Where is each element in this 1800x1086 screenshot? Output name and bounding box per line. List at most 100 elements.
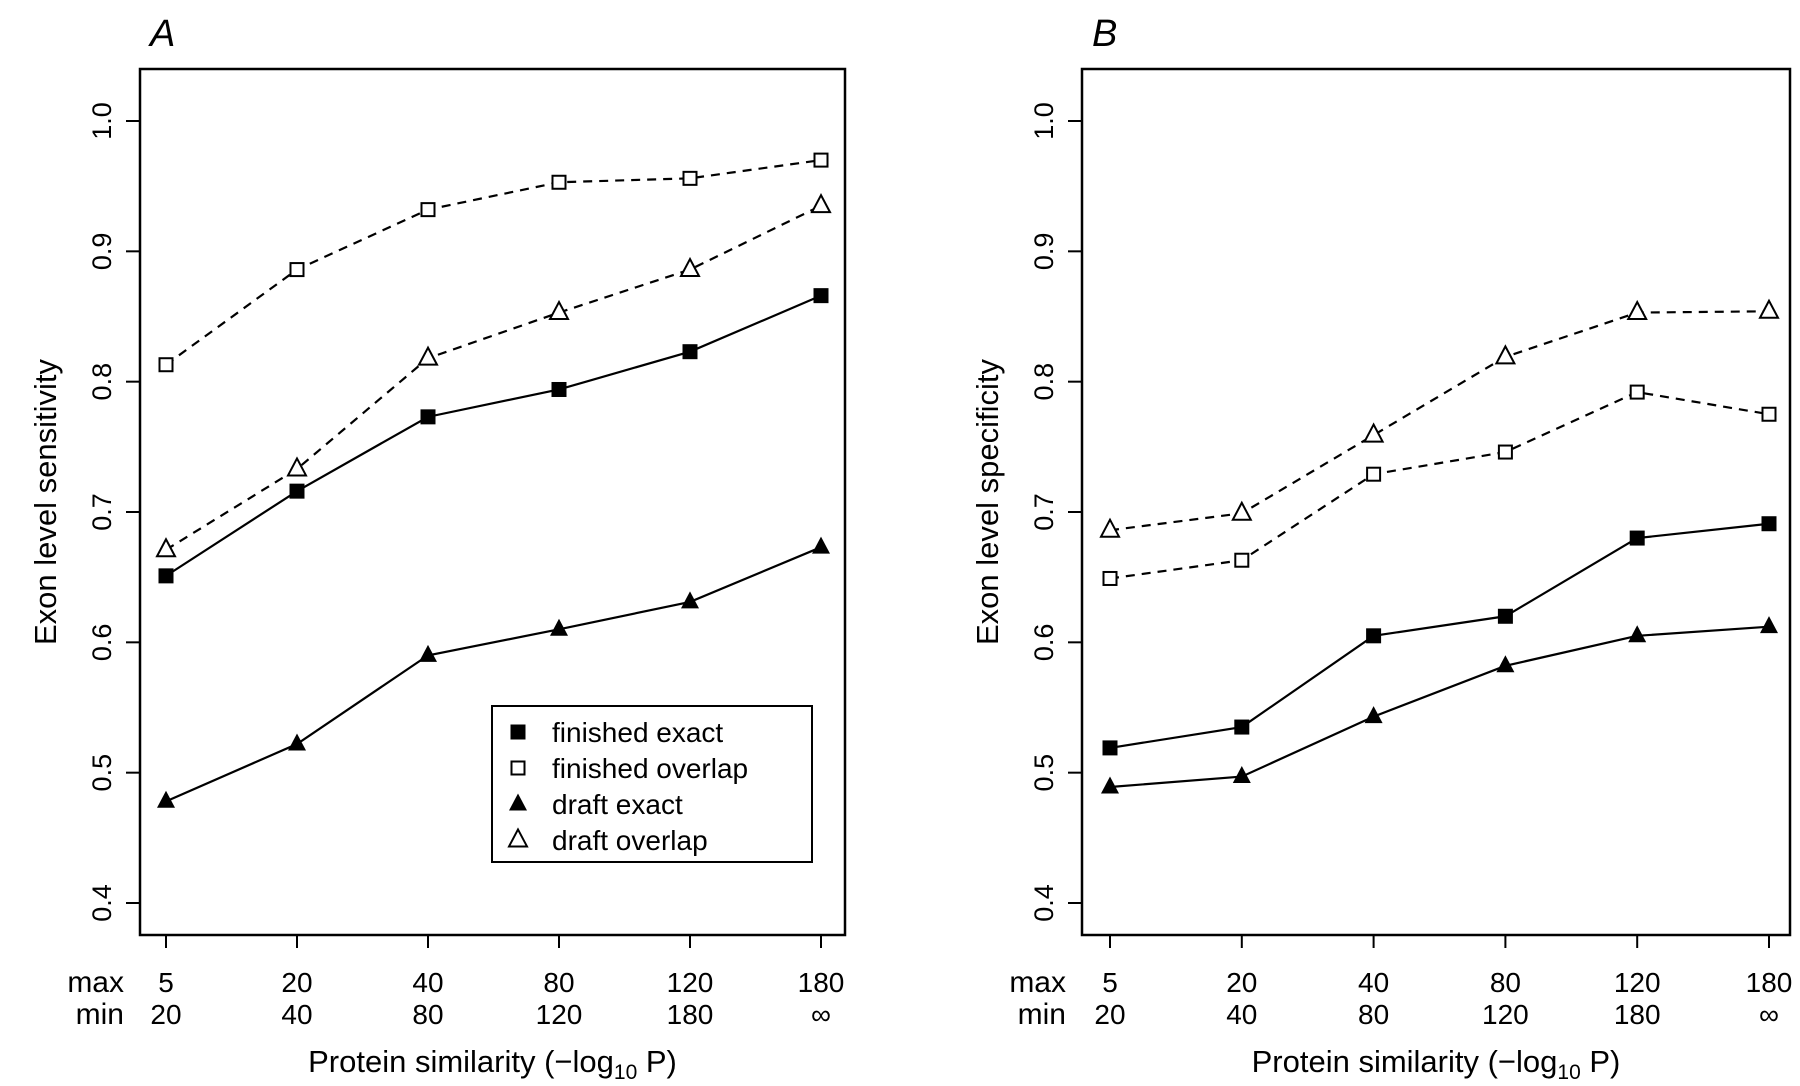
data-point [812, 536, 830, 554]
y-tick-label: 0.8 [1029, 363, 1059, 401]
y-tick-label: 0.7 [1029, 493, 1059, 531]
x-tick-label-min: 20 [150, 999, 181, 1030]
data-point [682, 170, 698, 186]
data-point [1234, 552, 1250, 568]
y-tick-label: 0.4 [1029, 884, 1059, 922]
data-point [1362, 422, 1385, 443]
data-point [1760, 616, 1778, 634]
data-point [289, 483, 305, 499]
data-point [288, 733, 306, 751]
legend-entry: finished overlap [552, 753, 748, 784]
data-point [1629, 530, 1645, 546]
y-tick-label: 0.7 [87, 493, 117, 531]
x-tick-label-max: 180 [1746, 967, 1793, 998]
series-line [1109, 390, 1770, 580]
x-axis-label-main: Protein similarity (−log [1252, 1044, 1558, 1079]
x-axis-label-tail: P) [1581, 1044, 1621, 1079]
data-point [419, 644, 437, 662]
x-tick-label-min: 80 [1358, 999, 1389, 1030]
series-line [1109, 522, 1770, 749]
y-tick-label: 1.0 [1029, 102, 1059, 140]
x-tick-label-max: 80 [1490, 967, 1521, 998]
x-axis-label-main: Protein similarity (−log [308, 1044, 614, 1079]
y-tick-label: 0.6 [1029, 624, 1059, 662]
data-point [1626, 299, 1648, 321]
y-tick-label: 0.8 [87, 363, 117, 401]
y-tick-label: 0.5 [1029, 754, 1059, 792]
data-point [1231, 500, 1253, 521]
panel-b: B 0.4 0.5 0.6 0.7 0.8 0.9 1.0 Exon level specifi… [970, 13, 1792, 1084]
data-point [1497, 444, 1513, 460]
panel-label: A [148, 13, 175, 55]
data-point [417, 345, 439, 366]
data-point [155, 537, 177, 558]
series-finished-exact [158, 288, 829, 584]
data-point [289, 262, 305, 278]
series-line [165, 204, 822, 551]
x-tick-label-max: 5 [158, 967, 174, 998]
data-point [1494, 344, 1517, 365]
x-tick-label-max: 80 [543, 967, 574, 998]
x-axis-label-tail: P) [637, 1044, 677, 1079]
series-line [165, 159, 822, 366]
data-point [158, 568, 174, 584]
data-point [682, 344, 698, 360]
row-label-min: min [76, 998, 124, 1031]
legend-entry: draft exact [552, 789, 683, 820]
series-draft-overlap [155, 193, 832, 558]
row-label-max: max [67, 966, 124, 999]
series-finished-overlap [1102, 384, 1777, 586]
data-point [551, 174, 567, 190]
data-point [1099, 517, 1121, 538]
x-tick-label-min: ∞ [1759, 999, 1779, 1030]
series-line [165, 546, 822, 803]
y-tick-label: 0.6 [87, 624, 117, 662]
y-axis-label: Exon level specificity [970, 358, 1005, 645]
data-point [681, 591, 699, 609]
plot-frame [138, 67, 847, 937]
x-tick-label-min: 180 [1614, 999, 1661, 1030]
data-point [1101, 776, 1119, 794]
series-finished-overlap [158, 152, 829, 373]
x-tick-label-min: 120 [1482, 999, 1529, 1030]
data-point [420, 202, 436, 218]
data-point [1366, 628, 1382, 644]
data-point [548, 299, 570, 321]
series-line [1109, 310, 1770, 532]
series-draft-exact [157, 536, 830, 808]
x-axis-label-sub: 10 [614, 1061, 637, 1084]
x-axis-label: Protein similarity (−log10 P) [1252, 1044, 1621, 1084]
x-tick-label-min: 20 [1094, 999, 1125, 1030]
series-line [165, 294, 822, 577]
y-tick-label: 0.5 [87, 754, 117, 792]
x-tick-label-min: 120 [536, 999, 583, 1030]
y-tick-label: 0.4 [87, 884, 117, 922]
series-draft-overlap [1099, 298, 1780, 538]
x-tick-label-min: ∞ [811, 999, 831, 1030]
legend-marker [507, 827, 529, 848]
legend-entry: draft overlap [552, 825, 708, 856]
data-point [158, 357, 174, 373]
data-point [1102, 570, 1118, 586]
data-point [1758, 298, 1780, 319]
x-tick-label-max: 120 [667, 967, 714, 998]
data-point [1496, 655, 1515, 673]
legend-entry: finished exact [552, 717, 723, 748]
data-point [813, 152, 829, 168]
data-point [286, 456, 308, 477]
data-point [1232, 766, 1251, 784]
y-axis-label: Exon level sensitivity [28, 358, 63, 645]
data-point [1761, 406, 1777, 422]
x-tick-label-max: 20 [281, 967, 312, 998]
data-point [420, 409, 436, 425]
row-label-max: max [1009, 966, 1066, 999]
legend-marker [510, 760, 526, 776]
x-tick-label-max: 20 [1226, 967, 1257, 998]
data-point [1497, 608, 1513, 624]
x-tick-label-max: 120 [1614, 967, 1661, 998]
row-label-min: min [1018, 998, 1066, 1031]
data-point [813, 288, 829, 304]
x-tick-label-max: 40 [1358, 967, 1389, 998]
legend-marker [509, 793, 527, 811]
